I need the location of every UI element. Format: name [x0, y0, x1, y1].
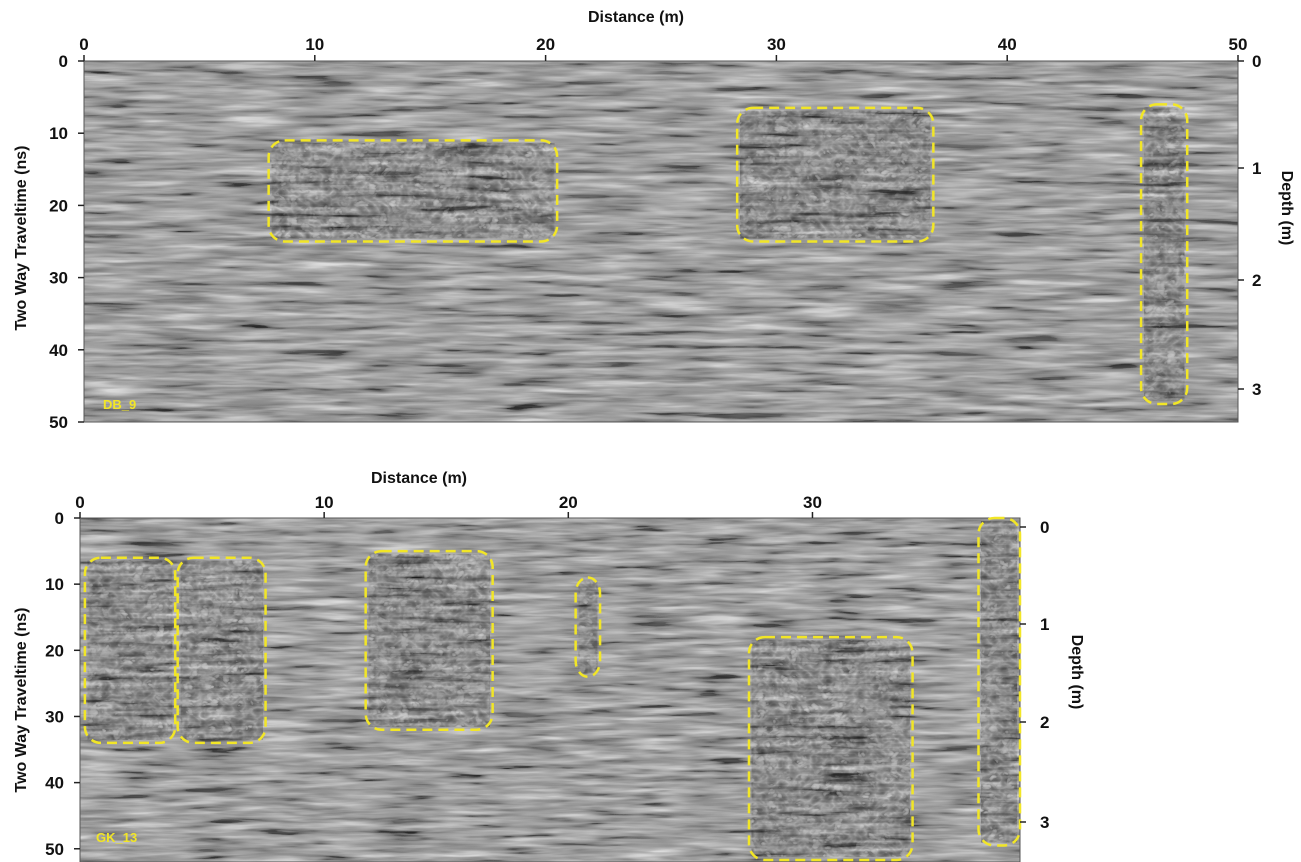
y-tick-label: 50 — [49, 413, 68, 432]
depth-tick-label: 3 — [1252, 380, 1261, 399]
x-axis-title-db9: Distance (m) — [588, 9, 684, 26]
y-axis-title-db9: Two Way Traveltime (ns) — [13, 146, 30, 331]
x-axis-title-gk13: Distance (m) — [371, 470, 467, 487]
anomaly-box — [1139, 103, 1189, 406]
radargram-db9-frame — [83, 60, 1239, 423]
y-ticks-db9: 0 10 20 30 40 50 — [49, 52, 84, 432]
panel-db9: DB_9 0 10 20 30 40 50 0 10 20 30 40 50 0 1 2 3 Distan… — [13, 9, 1295, 432]
x-tick-label: 40 — [998, 35, 1017, 54]
y-tick-label: 30 — [45, 707, 64, 726]
strong-reflection-patch — [740, 110, 931, 239]
y-tick-label: 10 — [45, 575, 64, 594]
depth-ticks-gk13: 0 1 2 3 — [1020, 518, 1049, 832]
x-tick-label: 0 — [75, 493, 84, 512]
anomaly-boxes-gk13 — [83, 516, 1022, 862]
x-tick-label: 10 — [305, 35, 324, 54]
depth-tick-label: 0 — [1252, 52, 1261, 71]
anomaly-box — [267, 139, 559, 243]
x-ticks-gk13: 0 10 20 30 — [75, 493, 822, 518]
depth-axis-title-gk13: Depth (m) — [1068, 635, 1085, 710]
depth-tick-label: 2 — [1040, 713, 1049, 732]
strong-reflection-patch — [1144, 107, 1185, 401]
anomaly-box — [735, 106, 935, 243]
strong-reflection-patch — [751, 640, 910, 857]
depth-tick-label: 3 — [1040, 813, 1049, 832]
x-tick-label: 20 — [536, 35, 555, 54]
anomaly-box — [83, 556, 177, 745]
anomaly-box — [574, 576, 602, 679]
x-tick-label: 30 — [803, 493, 822, 512]
x-ticks-db9: 0 10 20 30 40 50 — [79, 35, 1247, 61]
radargram-gk13-frame — [79, 517, 1021, 862]
y-tick-label: 40 — [45, 774, 64, 793]
strong-reflections-db9 — [271, 107, 1185, 401]
y-tick-label: 0 — [59, 52, 68, 71]
anomaly-box — [977, 516, 1022, 847]
strong-reflection-patch — [368, 554, 490, 727]
depth-axis-title-db9: Depth (m) — [1278, 171, 1295, 246]
y-tick-label: 10 — [49, 124, 68, 143]
x-tick-label: 20 — [559, 493, 578, 512]
y-tick-label: 50 — [45, 840, 64, 859]
x-tick-label: 30 — [767, 35, 786, 54]
depth-tick-label: 1 — [1040, 615, 1049, 634]
y-tick-label: 20 — [49, 196, 68, 215]
radargram-db9-texture — [84, 61, 1238, 422]
y-axis-title-gk13: Two Way Traveltime (ns) — [13, 608, 30, 793]
y-tick-label: 20 — [45, 641, 64, 660]
depth-ticks-db9: 0 1 2 3 — [1238, 52, 1261, 399]
y-tick-label: 40 — [49, 341, 68, 360]
y-ticks-gk13: 0 10 20 30 40 50 — [45, 509, 80, 859]
panel-label-db9: DB_9 — [103, 397, 136, 412]
x-tick-label: 10 — [315, 493, 334, 512]
depth-tick-label: 1 — [1252, 159, 1261, 178]
anomaly-boxes-db9 — [267, 103, 1189, 406]
depth-tick-label: 2 — [1252, 271, 1261, 290]
y-tick-label: 30 — [49, 269, 68, 288]
anomaly-box — [176, 556, 267, 745]
panel-label-gk13: GK_13 — [96, 830, 137, 845]
strong-reflections-gk13 — [87, 521, 1017, 857]
anomaly-box — [747, 635, 914, 862]
strong-reflection-patch — [981, 521, 1017, 843]
strong-reflection-patch — [87, 560, 173, 740]
anomaly-box — [364, 549, 494, 731]
x-tick-label: 0 — [79, 35, 88, 54]
strong-reflection-patch — [180, 560, 263, 740]
strong-reflection-patch — [271, 143, 555, 239]
panel-gk13: GK_13 0 10 20 30 0 10 20 30 40 50 0 1 2 3 Distance … — [13, 470, 1085, 862]
y-tick-label: 0 — [55, 509, 64, 528]
depth-tick-label: 0 — [1040, 518, 1049, 537]
strong-reflection-patch — [578, 580, 598, 674]
x-tick-label: 50 — [1229, 35, 1248, 54]
